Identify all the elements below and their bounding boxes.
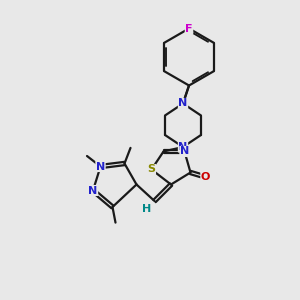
Text: H: H (142, 203, 152, 214)
Text: N: N (178, 98, 188, 109)
Text: N: N (96, 161, 105, 172)
Text: S: S (148, 164, 155, 175)
Text: O: O (201, 172, 210, 182)
Text: N: N (88, 185, 98, 196)
Text: N: N (178, 142, 188, 152)
Text: N: N (180, 146, 189, 157)
Text: F: F (185, 23, 193, 34)
